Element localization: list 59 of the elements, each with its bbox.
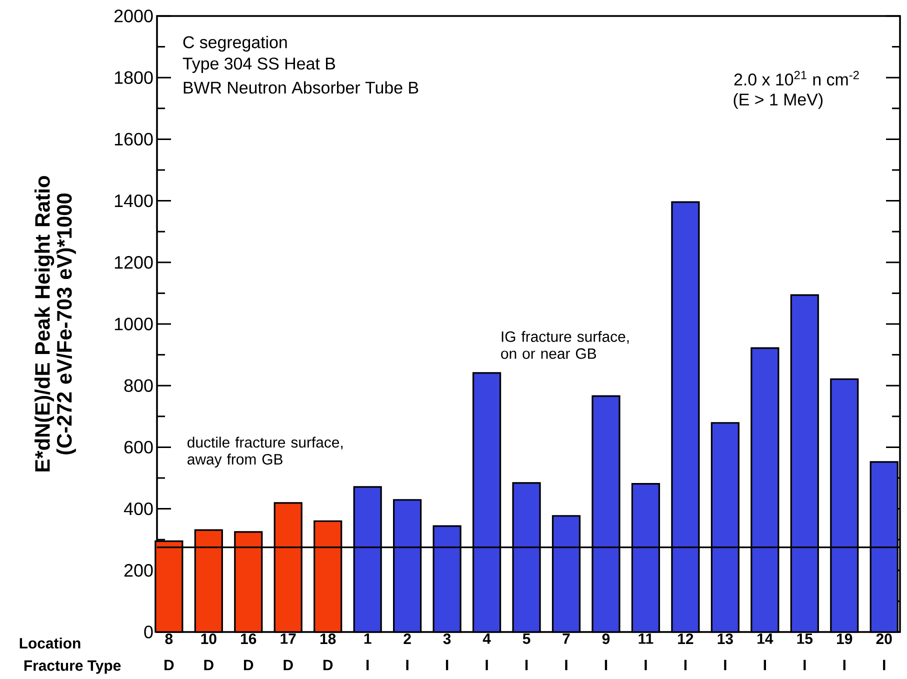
text: I — [804, 660, 806, 670]
x-tick-label: 16 — [241, 634, 256, 644]
text: D — [204, 660, 214, 670]
text: I — [883, 660, 886, 670]
text: I — [843, 660, 846, 670]
x-tick-label: 19 — [837, 634, 852, 644]
text: I — [406, 660, 408, 670]
x-tick-label: 1 — [364, 634, 372, 644]
text: I — [366, 660, 369, 670]
text: I — [565, 660, 568, 670]
y-tick-label: 1800 — [114, 71, 153, 84]
x-tick-label: 9 — [602, 634, 610, 644]
y-axis-title: E*dN(E)/dE Peak Height Ratio (C-272 eV/Fe-703 eV)*1000 — [34, 176, 76, 472]
text: D — [164, 660, 174, 670]
y-tick-label: 600 — [124, 440, 153, 454]
x-tick-label: 14 — [758, 634, 774, 644]
y-tick-label: 400 — [124, 502, 153, 516]
annotation: C segregation — [183, 36, 287, 52]
text: D — [323, 660, 333, 670]
x-tick-label: 18 — [320, 634, 336, 644]
y-tick-label: 1400 — [114, 194, 153, 208]
x-tick-label: 20 — [876, 634, 892, 644]
annotation: IG fracture surface, on or near GB — [501, 330, 629, 359]
text: I — [604, 660, 608, 670]
y-tick-label: 200 — [124, 564, 153, 577]
text: I — [684, 660, 687, 670]
text: I — [486, 660, 488, 670]
y-tick-label: 2000 — [114, 10, 153, 22]
annotation: ductile fracture surface, away from GB — [188, 436, 343, 468]
text: I — [525, 660, 528, 670]
text: Fracture Type — [24, 660, 121, 674]
text: I — [446, 660, 448, 670]
text: I — [644, 660, 647, 670]
x-tick-label: 8 — [165, 634, 173, 644]
x-tick-label: 10 — [201, 634, 216, 644]
text: D — [244, 660, 254, 670]
x-tick-label: 11 — [638, 634, 654, 644]
x-tick-label: 4 — [482, 634, 491, 644]
x-tick-label: 15 — [797, 634, 813, 644]
y-tick-label: 1600 — [114, 132, 153, 146]
x-tick-label: 7 — [562, 634, 570, 644]
x-tick-label: 17 — [280, 634, 296, 644]
x-tick-label: 13 — [718, 634, 733, 644]
text: I — [764, 660, 766, 670]
y-tick-label: 1000 — [114, 318, 153, 330]
x-tick-label: 2 — [404, 634, 411, 644]
y-tick-label: 0 — [144, 626, 153, 638]
x-tick-label: 3 — [443, 634, 451, 644]
x-tick-label: 12 — [678, 634, 694, 644]
x-tick-label: 5 — [522, 634, 530, 644]
annotation: BWR Neutron Absorber Tube B — [184, 81, 418, 94]
y-tick-label: 800 — [124, 379, 153, 392]
annotation: (E > 1 MeV) — [734, 93, 823, 109]
annotation: 2.0 x 10$^{21}$ n cm$^{-2}$ — [734, 70, 859, 86]
text: I — [724, 660, 726, 670]
y-tick-label: 1200 — [114, 256, 153, 269]
text: D — [284, 660, 293, 670]
annotation: Type 304 SS Heat B — [182, 58, 336, 73]
text: Location — [20, 638, 80, 649]
